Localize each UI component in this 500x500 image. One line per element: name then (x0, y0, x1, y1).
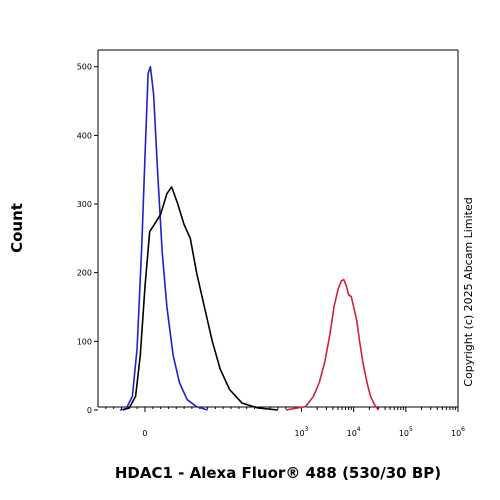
x-tick-label: 0 (142, 429, 147, 438)
x-axis-label: HDAC1 - Alexa Fluor® 488 (530/30 BP) (115, 464, 441, 482)
histogram-series-2 (122, 186, 279, 411)
histogram-series-1 (119, 65, 208, 411)
x-tick-exponent: 5 (409, 426, 413, 433)
x-tick-exponent: 6 (461, 426, 465, 433)
histogram-series-3 (285, 278, 380, 411)
histogram-series (119, 65, 380, 411)
y-tick-label: 200 (77, 269, 92, 278)
x-tick-label: 104 (347, 426, 361, 438)
x-tick-label: 105 (399, 426, 413, 438)
x-tick-exponent: 3 (305, 426, 309, 433)
y-tick-label: 100 (77, 337, 92, 346)
y-tick-label: 400 (77, 131, 92, 140)
y-tick-label: 300 (77, 200, 92, 209)
x-tick-label: 103 (294, 426, 308, 438)
x-tick-exponent: 4 (357, 426, 361, 433)
y-ticks: 0 100 200 300 400 500 (77, 63, 98, 415)
x-tick-label: 106 (451, 426, 465, 438)
x-ticks: 0 103 104 105 106 (105, 407, 465, 438)
y-axis-label: Count (8, 203, 26, 253)
copyright-annotation: Copyright (c) 2025 Abcam Limited (462, 197, 475, 386)
y-tick-label: 0 (87, 406, 92, 415)
y-tick-label: 500 (77, 63, 92, 72)
